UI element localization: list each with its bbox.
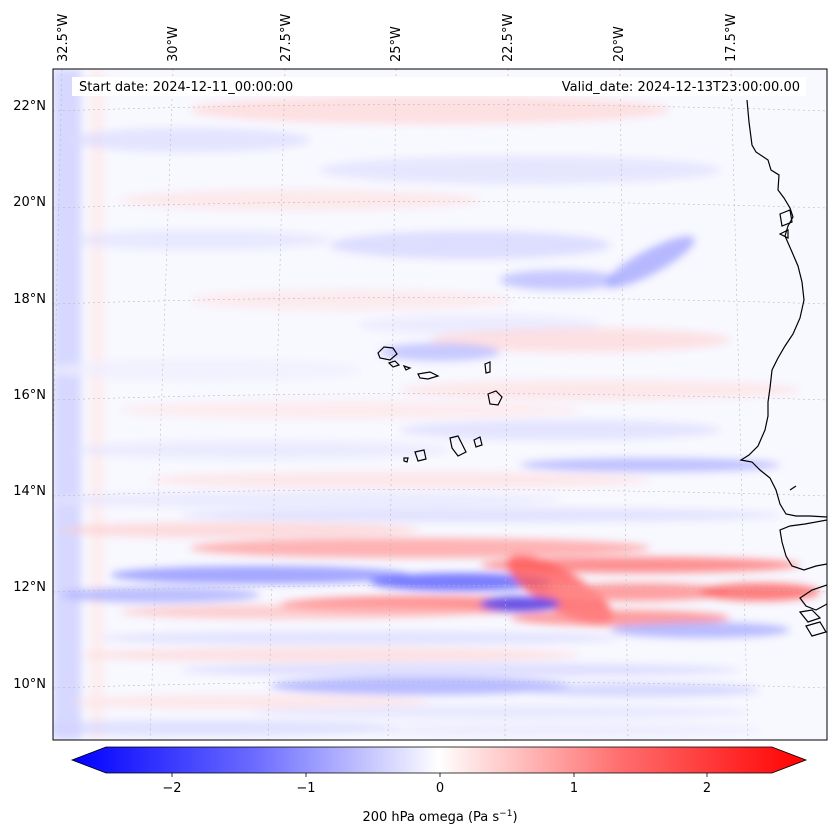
- island: [402, 364, 412, 371]
- island: [417, 371, 440, 380]
- lon-label: 17.5°W: [724, 14, 739, 62]
- lat-label: 14°N: [13, 484, 46, 499]
- valid-date-label: Valid_date: 2024-12-13T23:00:00.00: [562, 80, 800, 95]
- colorbar: −2 −1 0 1 2 200 hPa omega (Pa s−1): [70, 746, 808, 825]
- island: [387, 360, 401, 368]
- island: [414, 449, 427, 462]
- map-frame: [52, 68, 828, 741]
- graticule: [53, 69, 827, 740]
- colorbar-label: 200 hPa omega (Pa s−1): [362, 809, 517, 825]
- colorbar-label-prefix: 200 hPa omega (Pa s: [362, 810, 499, 825]
- longitude-labels: 32.5°W 30°W 27.5°W 25°W 22.5°W 20°W 17.5…: [56, 14, 739, 62]
- colorbar-label-suffix: ): [512, 810, 517, 825]
- cape-verde-islands: [377, 346, 503, 463]
- lat-label: 16°N: [13, 388, 46, 403]
- colorbar-tick-label: −2: [162, 781, 181, 796]
- latitude-labels: 22°N 20°N 18°N 16°N 14°N 12°N 10°N: [13, 99, 46, 692]
- start-date-label: Start date: 2024-12-11_00:00:00: [79, 80, 293, 95]
- header-bar: [72, 77, 806, 96]
- lon-label: 25°W: [389, 26, 404, 62]
- lat-label: 12°N: [13, 580, 46, 595]
- island: [484, 361, 491, 374]
- lat-label: 20°N: [13, 195, 46, 210]
- colorbar-tick-label: 1: [570, 781, 578, 796]
- omega-field: [53, 69, 827, 740]
- island: [403, 457, 409, 463]
- lon-label: 22.5°W: [501, 14, 516, 62]
- coastlines: [739, 99, 827, 637]
- lon-label: 32.5°W: [56, 14, 71, 62]
- coast-segment: [798, 609, 827, 637]
- colorbar-tick-label: −1: [296, 781, 315, 796]
- lat-label: 22°N: [13, 99, 46, 114]
- lon-label: 20°W: [612, 26, 627, 62]
- lat-label: 10°N: [13, 677, 46, 692]
- island: [473, 436, 483, 448]
- island: [487, 390, 503, 406]
- island: [449, 435, 467, 457]
- coast-segment: [779, 519, 827, 571]
- colorbar-body: [70, 746, 808, 774]
- colorbar-tick-label: 2: [703, 781, 711, 796]
- island: [377, 346, 398, 361]
- lon-label: 27.5°W: [279, 14, 294, 62]
- colorbar-ticks: [171, 773, 708, 777]
- colorbar-label-exponent: −1: [499, 809, 512, 819]
- colorbar-tick-label: 0: [436, 781, 444, 796]
- africa-coastline: [739, 99, 827, 518]
- lat-label: 18°N: [13, 292, 46, 307]
- coast-segment: [799, 584, 827, 611]
- coast-segment: [778, 209, 797, 491]
- lon-label: 30°W: [166, 26, 181, 62]
